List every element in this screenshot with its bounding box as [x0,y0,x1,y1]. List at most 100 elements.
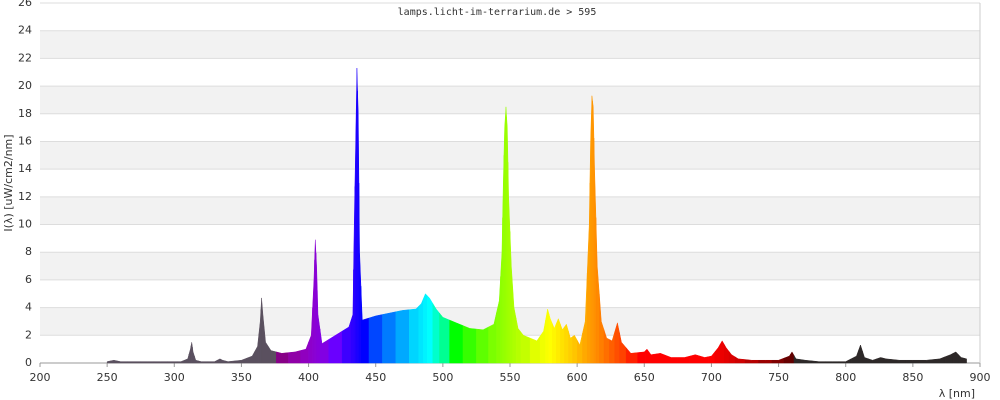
spectrum-slice [771,357,785,364]
spectrum-slice [317,290,321,364]
spectrum-slice [520,331,531,364]
spectrum-slice [515,317,521,364]
x-tick-label: 300 [164,371,185,384]
spectrum-slice [838,358,852,364]
spectrum-slice [341,320,352,364]
spectrum-slice [614,322,620,364]
spectrum-slice [312,259,315,364]
spectrum-slice [637,349,646,364]
spectrum-slice [625,347,638,364]
grid-band [40,86,980,114]
spectrum-slice [234,357,248,364]
y-tick-label: 20 [18,79,32,92]
spectrum-slice [127,361,141,364]
spectrum-slice [876,357,884,364]
spectrum-slice [110,359,118,364]
spectrum-slice [140,361,155,364]
spectrum-slice [677,355,691,364]
spectrum-slice [358,182,362,364]
spectrum-slice [395,309,410,364]
spectrum-slice [254,333,260,364]
spectrum-slice [308,307,313,364]
spectrum-slice [689,354,701,364]
y-tick-label: 18 [18,107,32,120]
y-tick-label: 0 [25,356,32,369]
spectrum-slice [932,356,946,364]
x-tick-label: 750 [768,371,789,384]
spectrum-slice [707,351,716,364]
spectrum-slice [868,358,877,364]
spectrum-slice [529,335,541,364]
spectrum-slice [268,345,277,364]
spectrum-slice [919,359,934,364]
spectrum-slice [858,344,863,364]
spectrum-slice [261,306,265,364]
spectrum-slice [153,361,168,364]
spectrum-slice [744,359,759,364]
spectrum-slice [883,357,893,364]
spectrum-slice [572,334,578,364]
spectrum-slice [328,330,343,364]
spectrum-slice [545,308,550,364]
chart-title: lamps.licht-im-terrarium.de > 595 [398,7,597,18]
x-tick-label: 850 [902,371,923,384]
spectrum-slice [512,286,517,364]
spectrum-slice [106,360,111,364]
y-tick-label: 2 [25,328,32,341]
spectrum-slice [952,351,959,364]
spectrum-slice [476,326,489,364]
spectrum-slice [350,269,354,364]
spectrum-slice [892,359,907,364]
y-tick-label: 24 [18,24,32,37]
y-tick-label: 14 [18,162,32,175]
spectrum-slice [409,305,419,364]
spectrum-slice [360,286,370,364]
spectrum-slice [728,350,736,364]
spectrum-slice [793,354,801,364]
spectrum-slice [509,231,513,364]
spectrum-slice [258,309,262,364]
spectrum-slice [488,312,497,364]
spectrum-slice [655,353,667,364]
x-tick-label: 500 [432,371,453,384]
spectrum-slice [217,358,222,364]
spectrum-slice [507,162,511,364]
y-tick-label: 8 [25,245,32,258]
spectrum-slice [599,293,605,364]
x-tick-label: 650 [634,371,655,384]
spectrum-slice [418,298,424,364]
spectrum-slice [207,359,218,364]
spectrum-slice [963,357,967,364]
spectrum-slice [556,318,561,364]
spectrum-slice [714,343,721,364]
spectrum-slice [619,332,627,364]
x-tick-label: 350 [231,371,252,384]
spectrum-slice [758,359,773,364]
y-tick-label: 26 [18,0,32,9]
spectrum-slice [432,302,440,364]
y-tick-label: 12 [18,190,32,203]
spectrum-slice [439,312,450,364]
spectrum-slice [548,313,553,364]
spectrum-slice [603,329,610,364]
spectrum-slice [427,295,434,364]
spectrum-slice [825,361,840,364]
spectrum-slice [734,356,746,364]
y-tick-label: 4 [25,301,32,314]
grid-band [40,196,980,225]
spectrum-slice [648,351,656,364]
spectrum-slice [177,359,185,364]
spectrum-slice [319,329,329,364]
y-axis-label: I(λ) [uW/cm2/nm] [2,134,15,231]
y-tick-label: 10 [18,218,32,231]
x-axis-label: λ [nm] [939,387,975,400]
spectrum-slice [593,137,597,364]
spectrum-slice [699,355,709,364]
spectrum-slice [192,347,195,364]
x-tick-label: 800 [835,371,856,384]
spectrum-slice [116,360,128,364]
x-tick-label: 450 [365,371,386,384]
spectrum-slice [862,351,869,364]
spectrum-slice [790,351,795,364]
